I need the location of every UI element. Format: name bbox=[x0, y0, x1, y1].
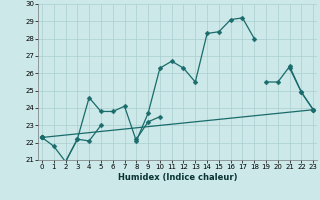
X-axis label: Humidex (Indice chaleur): Humidex (Indice chaleur) bbox=[118, 173, 237, 182]
